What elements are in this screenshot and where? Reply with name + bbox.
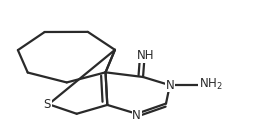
Text: NH$_2$: NH$_2$	[199, 77, 223, 92]
Text: S: S	[44, 98, 51, 111]
Text: NH: NH	[137, 49, 154, 62]
Text: N: N	[165, 79, 174, 92]
Text: N: N	[132, 109, 141, 122]
